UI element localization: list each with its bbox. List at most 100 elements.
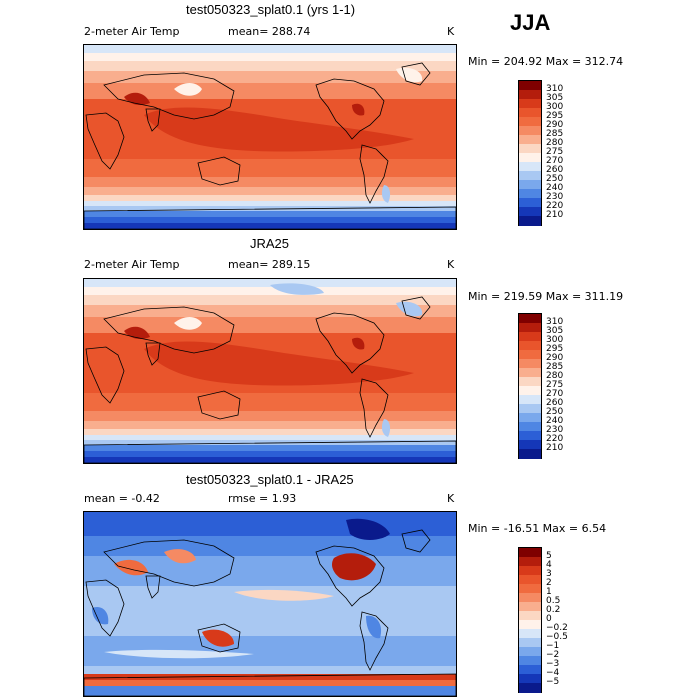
map-band [84, 159, 456, 177]
colorbar-swatch [519, 99, 541, 109]
colorbar-tick-label: 310 [546, 84, 564, 94]
colorbar-swatch [519, 557, 541, 567]
map-band [84, 429, 456, 435]
colorbar-swatch [519, 629, 541, 639]
colorbar-tick-label: 275 [546, 147, 564, 157]
colorbar-tick-label: −0.5 [546, 632, 568, 642]
panel2-title: JRA25 [250, 236, 290, 251]
colorbar-tick-label: 280 [546, 138, 564, 148]
colorbar-swatch [519, 332, 541, 342]
colorbar-swatch [519, 683, 541, 693]
panel3-title: test050323_splat0.1 - JRA25 [186, 472, 354, 487]
colorbar-tick-label: 210 [546, 210, 564, 220]
colorbar-tick-label: 0.2 [546, 605, 561, 615]
coastline [315, 545, 385, 607]
colorbar-swatch [519, 350, 541, 360]
panel1-colorbar: 310 305 300 295 290 285 280 275 270 260 250 240 230 2… [518, 80, 563, 226]
colorbar-tick-label: 250 [546, 407, 564, 417]
andes-cold [381, 185, 391, 203]
colorbar-swatch [519, 153, 541, 163]
colorbar-tick-label: 295 [546, 344, 564, 354]
map-band [84, 61, 456, 71]
map-band [84, 71, 456, 83]
panel1-range: Min = 204.92 Max = 312.74 [468, 55, 624, 68]
panel2-map [83, 278, 457, 464]
coastline [103, 72, 235, 120]
colorbar-tick-label: 2 [546, 578, 552, 588]
panel3-units: K [447, 492, 455, 505]
namerica-hot [352, 103, 365, 116]
colorbar-swatch [519, 368, 541, 378]
andes-cold [381, 419, 391, 437]
colorbar-swatch [519, 611, 541, 621]
coastline [315, 312, 385, 374]
colorbar-swatch [519, 135, 541, 145]
panel3-map [83, 511, 457, 697]
coastline [85, 112, 125, 170]
greenland-cold [396, 67, 423, 83]
colorbar-tick-label: −1 [546, 641, 560, 651]
map-band [84, 536, 456, 556]
map-band [84, 451, 456, 457]
colorbar-swatch [519, 638, 541, 648]
tibet-cold [174, 317, 202, 330]
colorbar-tick-label: 305 [546, 326, 564, 336]
panel3-colorbar: 5 4 3 2 1 0.5 0.2 0 −0.2 −0.5 −1 −2 −3 −4 −5 [518, 547, 568, 693]
tropics-warm [234, 589, 334, 601]
warm-pool [144, 107, 414, 152]
tibet-cold [174, 83, 202, 96]
map-band [84, 393, 456, 411]
colorbar-tick-label: 290 [546, 120, 564, 130]
colorbar-swatch [519, 431, 541, 441]
map-band [84, 223, 456, 229]
map-band [84, 686, 456, 696]
colorbar-tick-label: 4 [546, 560, 552, 570]
colorbar-swatch [519, 656, 541, 666]
australia-warm [202, 629, 234, 647]
arctic-cold [270, 283, 324, 295]
colorbar-tick-label: 310 [546, 317, 564, 327]
panel2-range: Min = 219.59 Max = 311.19 [468, 290, 624, 303]
colorbar-tick-label: 5 [546, 551, 552, 561]
colorbar-swatch [519, 171, 541, 181]
colorbar-swatch [519, 584, 541, 594]
map-band [84, 457, 456, 463]
map-band [84, 177, 456, 187]
colorbar-swatch [519, 602, 541, 612]
colorbar-swatch [519, 575, 541, 585]
colorbar-swatch [519, 189, 541, 199]
colorbar-swatch [519, 359, 541, 369]
panel1-variable: 2-meter Air Temp [84, 25, 180, 38]
map-band [84, 279, 456, 287]
namerica-hot [352, 337, 365, 350]
coastline [359, 378, 389, 438]
colorbar-tick-label: 0 [546, 614, 552, 624]
colorbar-swatch [519, 386, 541, 396]
colorbar-tick-label: 260 [546, 165, 564, 175]
panel1-units: K [447, 25, 455, 38]
coastline [103, 306, 235, 354]
colorbar-tick-label: 275 [546, 380, 564, 390]
colorbar-tick-label: 230 [546, 192, 564, 202]
map-band [84, 666, 456, 674]
warm-pool [144, 341, 414, 386]
colorbar-tick-label: 280 [546, 371, 564, 381]
colorbar-tick-label: 0.5 [546, 596, 561, 606]
greenland-cold [396, 301, 423, 317]
colorbar-swatch [519, 593, 541, 603]
colorbar-swatch [519, 180, 541, 190]
map-band [84, 217, 456, 223]
colorbar-tick-label: 290 [546, 353, 564, 363]
arctic-cold [346, 518, 390, 540]
coastline [197, 156, 241, 186]
panel1-map [83, 44, 457, 230]
map-band [84, 512, 456, 536]
coastline [84, 673, 456, 696]
panel3-rmse: rmse = 1.93 [228, 492, 297, 505]
colorbar-tick-label: −3 [546, 659, 560, 669]
coastline [84, 206, 456, 229]
colorbar-swatch [519, 377, 541, 387]
map-band [84, 445, 456, 451]
colorbar-tick-label: 300 [546, 102, 564, 112]
colorbar-swatch [519, 647, 541, 657]
